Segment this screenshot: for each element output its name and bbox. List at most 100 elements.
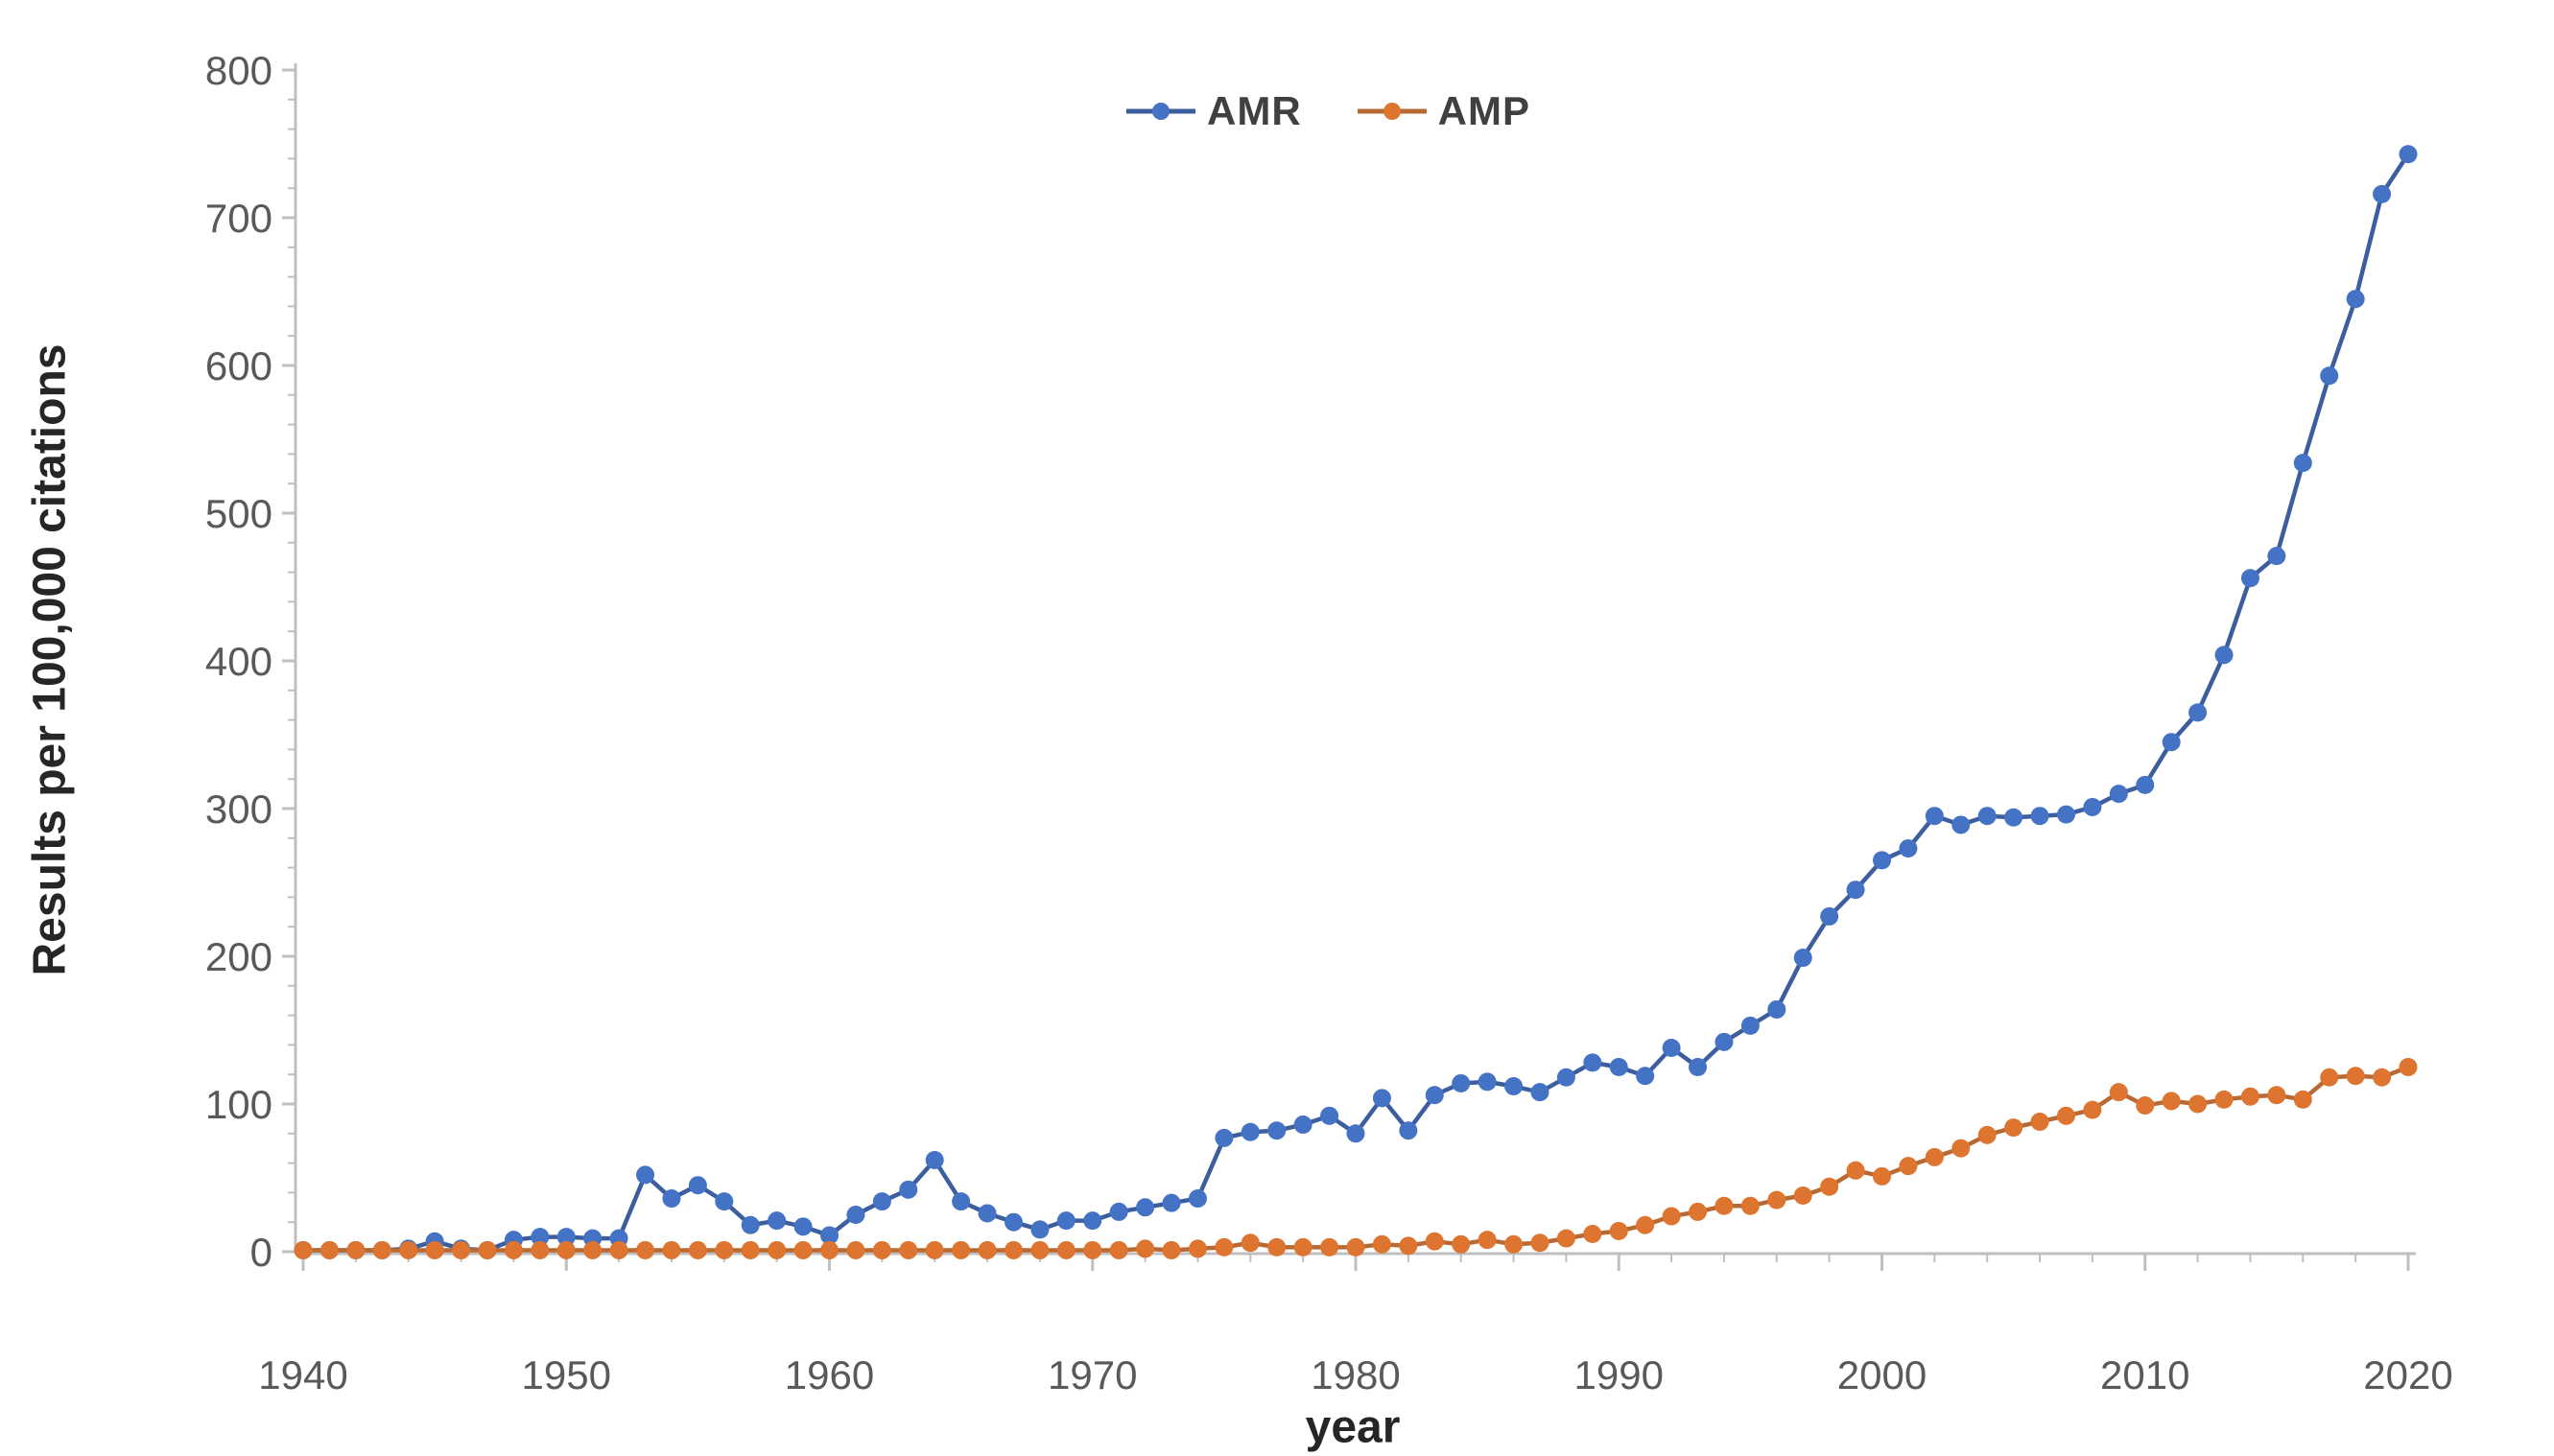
x-tick-label: 1950 — [522, 1352, 611, 1397]
series-amr-line — [303, 153, 2410, 1253]
series-amr-marker — [2162, 733, 2181, 752]
y-tick-label: 200 — [205, 934, 272, 979]
series-amp-marker — [609, 1240, 628, 1259]
series-amp-marker — [1004, 1240, 1023, 1259]
series-amp-marker — [1793, 1186, 1812, 1205]
series-amp-marker — [2399, 1058, 2418, 1076]
series-amp-marker — [1372, 1234, 1391, 1254]
series-amp-marker — [2188, 1094, 2208, 1114]
series-amp-marker — [1241, 1233, 1260, 1253]
series-amr-marker — [1056, 1211, 1076, 1231]
series-amp-marker — [2373, 1068, 2392, 1087]
series-amr-marker — [820, 1226, 839, 1245]
series-amr-marker — [925, 1151, 944, 1170]
series-amr-marker — [1030, 1220, 1050, 1239]
series-amr-marker — [636, 1165, 655, 1185]
series-amr-marker — [2188, 703, 2208, 722]
series-amr-marker — [1004, 1212, 1023, 1232]
series-amp-marker — [715, 1240, 734, 1259]
series-amp-marker — [346, 1240, 366, 1259]
legend: AMR AMP — [1124, 88, 1530, 134]
y-tick-label: 300 — [205, 787, 272, 832]
series-amr-marker — [2083, 797, 2102, 816]
series-amp-marker — [820, 1240, 839, 1259]
series-amr-marker — [1662, 1038, 1681, 1057]
y-axis-title: Results per 100,000 citations — [24, 343, 76, 976]
x-tick-label: 2010 — [2100, 1352, 2189, 1397]
series-amr-marker — [2214, 646, 2234, 665]
series-amp-marker — [478, 1240, 497, 1259]
y-tick-label: 0 — [250, 1230, 272, 1275]
series-amp-marker — [1399, 1236, 1418, 1256]
series-amp-marker — [636, 1240, 655, 1259]
series-amp-marker — [1478, 1231, 1497, 1250]
series-amr-marker — [662, 1189, 681, 1209]
series-amp-marker — [294, 1240, 313, 1259]
x-tick-label: 2020 — [2363, 1352, 2452, 1397]
series-amp-marker — [741, 1240, 760, 1259]
series-amr-marker — [1951, 815, 1971, 834]
series-amr-marker — [1215, 1128, 1234, 1147]
series-amp-marker — [1846, 1161, 1865, 1180]
series-amp-marker — [2293, 1090, 2312, 1109]
series-amp-marker — [1320, 1237, 1339, 1256]
series-amp-marker — [1767, 1190, 1786, 1209]
series-amp-marker — [2320, 1068, 2339, 1087]
series-amr-marker — [2346, 290, 2365, 309]
series-amp-marker — [1925, 1147, 1944, 1166]
x-tick-label: 1990 — [1574, 1352, 1664, 1397]
series-amr-marker — [1820, 906, 1839, 926]
series-amr-marker — [2399, 145, 2418, 164]
series-amr-marker — [2136, 775, 2155, 794]
series-amp-marker — [1293, 1237, 1312, 1256]
series-amp-marker — [2267, 1086, 2286, 1105]
series-amr-marker — [1609, 1058, 1628, 1076]
series-amp-line — [303, 1065, 2409, 1253]
series-amp-marker — [2004, 1118, 2023, 1138]
series-amr-marker — [688, 1176, 707, 1195]
series-amp-marker — [1820, 1177, 1839, 1196]
series-amr-marker — [978, 1204, 997, 1223]
series-amr-marker — [2293, 454, 2312, 473]
series-amp-marker — [583, 1240, 603, 1259]
series-amp-marker — [952, 1240, 971, 1259]
series-amp-marker — [425, 1240, 444, 1259]
x-tick-label: 1960 — [785, 1352, 874, 1397]
series-amr-marker — [1452, 1073, 1471, 1092]
series-amp-marker — [1873, 1166, 1891, 1186]
series-amp-marker — [2056, 1106, 2075, 1125]
series-amp-marker — [768, 1240, 787, 1259]
series-amr-marker — [793, 1217, 813, 1236]
series-amr-marker — [1925, 807, 1944, 826]
series-amr-marker — [1293, 1115, 1312, 1135]
series-amp-marker — [978, 1240, 997, 1259]
series-amr-marker — [1399, 1121, 1418, 1140]
series-amr-marker — [1188, 1189, 1207, 1209]
series-amp-marker — [1714, 1196, 1734, 1215]
series-amp-marker — [2136, 1096, 2155, 1115]
series-amr-marker — [741, 1215, 760, 1234]
series-amp-marker — [1267, 1237, 1287, 1256]
series-amp-marker — [1662, 1207, 1681, 1226]
series-amr-marker — [1977, 807, 1997, 826]
series-amr-marker — [1478, 1072, 1497, 1092]
series-amp-marker — [399, 1240, 418, 1259]
series-amr-marker — [1162, 1193, 1181, 1212]
series-amp-marker — [2030, 1112, 2049, 1131]
series-amr-marker — [1899, 839, 1918, 858]
series-amp-marker — [1583, 1225, 1602, 1244]
series-amp-marker — [925, 1240, 944, 1259]
y-tick-label: 400 — [205, 639, 272, 684]
series-amp-marker — [1215, 1237, 1234, 1256]
series-amr-marker — [768, 1211, 787, 1231]
series-amr-marker — [2030, 807, 2049, 826]
series-amr-marker — [1740, 1016, 1760, 1035]
series-amp-marker — [372, 1240, 391, 1259]
series-amp-marker — [688, 1240, 707, 1259]
series-amr-marker — [1873, 851, 1891, 870]
legend-label-amp: AMP — [1437, 88, 1530, 133]
series-amp-marker — [872, 1240, 891, 1259]
amr-series-swatch-icon — [1126, 103, 1195, 120]
series-amp-marker — [1425, 1232, 1444, 1251]
